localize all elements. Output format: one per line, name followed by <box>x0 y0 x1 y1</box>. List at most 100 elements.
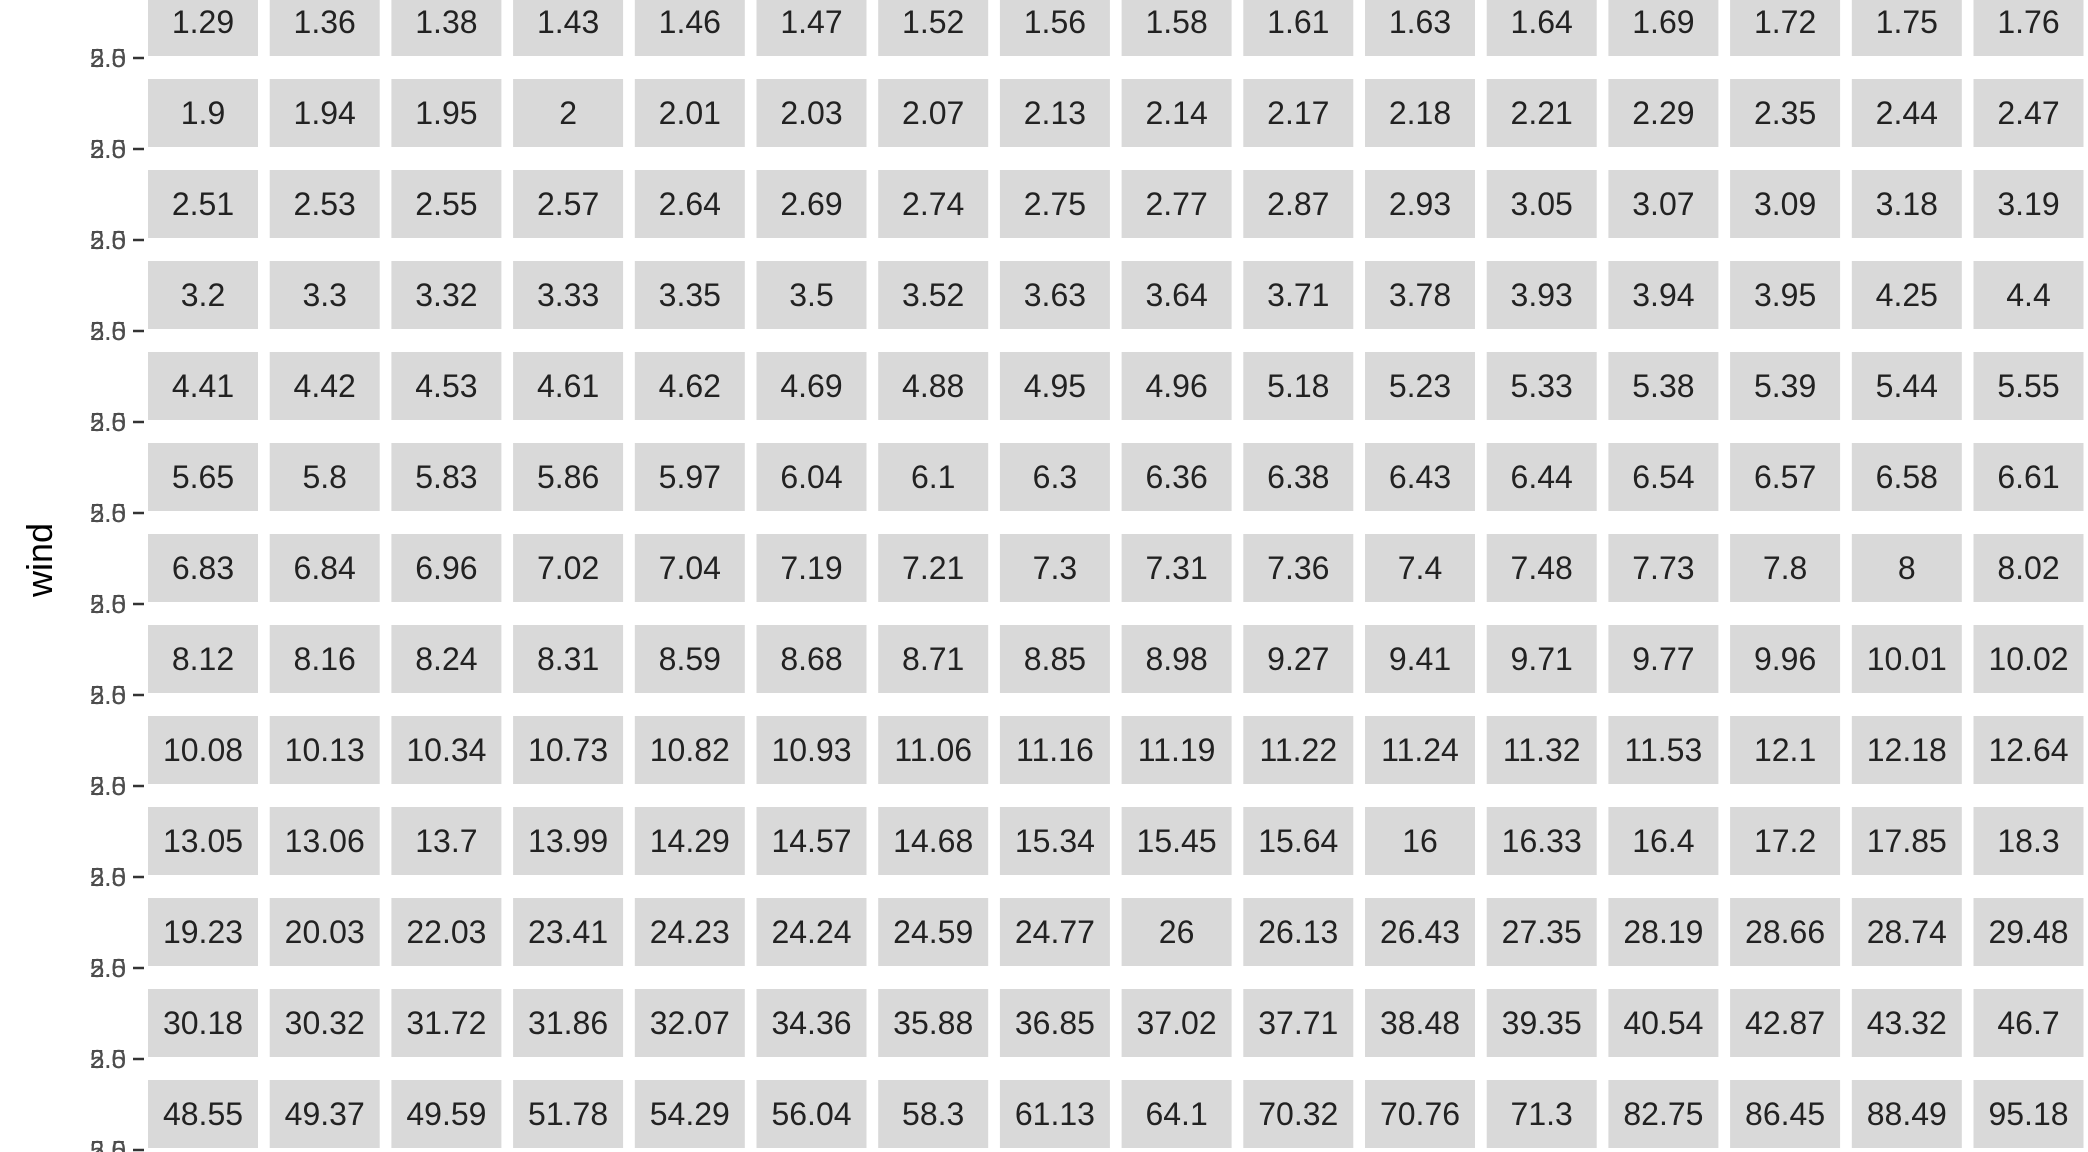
facet-label: 9.27 <box>1267 641 1329 677</box>
facet-panel <box>1486 261 1597 329</box>
facet-label: 6.84 <box>294 550 356 586</box>
facet-panel <box>1486 0 1597 56</box>
facet-panel <box>1243 807 1354 875</box>
facet-panel <box>1608 443 1719 511</box>
facet-panel <box>391 534 502 602</box>
facet-label: 12.64 <box>1988 732 2068 768</box>
facet-panel <box>513 716 624 784</box>
facet-label: 88.49 <box>1867 1096 1947 1132</box>
facet-label: 2.57 <box>537 186 599 222</box>
facet-label: 7.02 <box>537 550 599 586</box>
facet-panel <box>1121 0 1232 56</box>
facet-panel <box>878 898 989 966</box>
facet-panel <box>1243 443 1354 511</box>
facet-panel <box>391 807 502 875</box>
facet-panel <box>391 716 502 784</box>
facet-panel <box>148 807 258 875</box>
facet-label: 8.24 <box>415 641 477 677</box>
facet-panel <box>269 443 380 511</box>
facet-panel <box>148 898 258 966</box>
facet-label: 49.59 <box>406 1096 486 1132</box>
facet-panel <box>1730 807 1841 875</box>
facet-panel <box>1121 443 1232 511</box>
facet-panel <box>1608 807 1719 875</box>
y-tick-label: 5.0 <box>90 1044 126 1074</box>
facet-panel <box>1973 625 2084 693</box>
facet-panel <box>148 0 258 56</box>
facet-label: 70.76 <box>1380 1096 1460 1132</box>
facet-label: 61.13 <box>1015 1096 1095 1132</box>
facet-panel <box>634 443 745 511</box>
facet-label: 28.66 <box>1745 914 1825 950</box>
facet-panel <box>1973 1080 2084 1148</box>
facet-panel <box>391 625 502 693</box>
facet-label: 5.23 <box>1389 368 1451 404</box>
facet-panel <box>1121 79 1232 147</box>
facet-panel <box>513 807 624 875</box>
facet-label: 12.18 <box>1867 732 1947 768</box>
facet-panel <box>1608 534 1719 602</box>
facet-panel <box>1851 170 1962 238</box>
facet-panel <box>148 625 258 693</box>
facet-label: 1.95 <box>415 95 477 131</box>
facet-panel <box>1121 261 1232 329</box>
facet-panel <box>1730 79 1841 147</box>
facet-panel <box>634 79 745 147</box>
facet-panel <box>1973 534 2084 602</box>
facet-label: 11.22 <box>1259 732 1337 768</box>
facet-panel <box>999 443 1110 511</box>
facet-panel <box>1365 443 1475 511</box>
facet-label: 20.03 <box>285 914 365 950</box>
facet-panel <box>1973 898 2084 966</box>
y-tick-label: 2.5 <box>90 862 126 892</box>
facet-panel <box>513 170 624 238</box>
facet-label: 2.18 <box>1389 95 1451 131</box>
y-tick-label: 2.5 <box>90 316 126 346</box>
y-tick-label: 2.5 <box>90 1044 126 1074</box>
facet-panel <box>1486 716 1597 784</box>
facet-panel <box>999 261 1110 329</box>
facet-label: 8.59 <box>659 641 721 677</box>
facet-panel <box>634 170 745 238</box>
facet-label: 2.64 <box>659 186 721 222</box>
facet-panel <box>391 898 502 966</box>
facet-label: 1.63 <box>1389 4 1451 40</box>
facet-label: 7.4 <box>1398 550 1442 586</box>
facet-label: 3.3 <box>302 277 346 313</box>
facet-label: 13.7 <box>415 823 477 859</box>
facet-panel <box>999 352 1110 420</box>
facet-label: 70.32 <box>1258 1096 1338 1132</box>
facet-label: 8.85 <box>1024 641 1086 677</box>
facet-panel <box>1365 625 1475 693</box>
facet-panel <box>1608 716 1719 784</box>
facet-label: 17.85 <box>1867 823 1947 859</box>
facet-label: 8.31 <box>537 641 599 677</box>
facet-label: 15.34 <box>1015 823 1095 859</box>
facet-panel <box>1243 625 1354 693</box>
facet-panel <box>1365 807 1475 875</box>
facet-panel <box>391 261 502 329</box>
facet-panel <box>1851 989 1962 1057</box>
y-tick-label: 5.0 <box>90 43 126 73</box>
facet-panel <box>756 989 867 1057</box>
facet-label: 31.86 <box>528 1005 608 1041</box>
facet-label: 3.09 <box>1754 186 1816 222</box>
facet-label: 24.23 <box>650 914 730 950</box>
facet-label: 2.13 <box>1024 95 1086 131</box>
facet-label: 6.57 <box>1754 459 1816 495</box>
facet-label: 36.85 <box>1015 1005 1095 1041</box>
facet-label: 8 <box>1898 550 1916 586</box>
facet-panel <box>148 443 258 511</box>
facet-label: 1.29 <box>172 4 234 40</box>
facet-label: 4.53 <box>415 368 477 404</box>
facet-label: 3.19 <box>1997 186 2059 222</box>
y-tick-label: 5.0 <box>90 134 126 164</box>
y-tick-label: 5.0 <box>90 680 126 710</box>
facet-label: 4.88 <box>902 368 964 404</box>
facet-label: 3.5 <box>789 277 833 313</box>
facet-label: 39.35 <box>1502 1005 1582 1041</box>
facet-panel <box>1730 443 1841 511</box>
facet-panel <box>1973 0 2084 56</box>
facet-panel <box>999 625 1110 693</box>
